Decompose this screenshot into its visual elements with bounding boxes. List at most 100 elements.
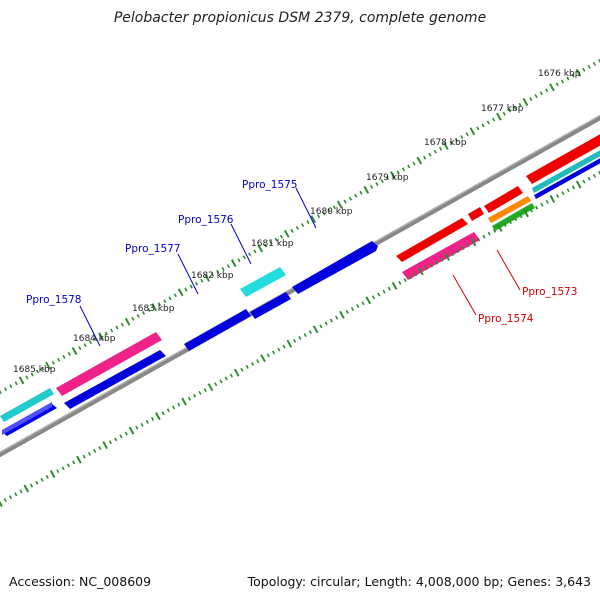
minor-tick — [25, 375, 29, 380]
minor-tick — [108, 440, 113, 445]
minor-tick — [438, 146, 443, 151]
gene-feature[interactable] — [534, 156, 600, 199]
tick-track-inner — [0, 170, 600, 507]
major-tick — [522, 98, 529, 106]
leader-line — [230, 223, 252, 265]
minor-tick — [375, 182, 379, 186]
leader-line — [295, 187, 317, 229]
gene-feature[interactable] — [488, 196, 531, 223]
minor-tick — [120, 322, 124, 327]
gene-feature[interactable] — [402, 232, 480, 280]
minor-tick — [460, 135, 464, 140]
gene-feature[interactable] — [64, 350, 166, 409]
gene-feature[interactable] — [468, 207, 484, 221]
minor-tick — [66, 463, 70, 468]
minor-tick — [229, 373, 234, 378]
minor-tick — [303, 333, 307, 337]
gene-feature[interactable] — [2, 404, 57, 436]
minor-tick — [350, 307, 355, 311]
gene-feature[interactable] — [2, 402, 52, 435]
minor-tick — [62, 354, 66, 359]
minor-tick — [356, 304, 360, 309]
minor-tick — [322, 211, 326, 216]
gene-feature[interactable] — [532, 148, 600, 193]
minor-tick — [377, 292, 381, 297]
minor-tick — [203, 388, 207, 392]
gene-label-ppro-1576[interactable]: Ppro_1576 — [178, 214, 234, 226]
gene-feature[interactable] — [292, 241, 378, 294]
minor-tick — [263, 243, 268, 248]
scale-label: 1680 kbp — [310, 207, 353, 217]
minor-tick — [253, 249, 257, 254]
minor-tick — [566, 76, 570, 81]
gene-label-ppro-1577[interactable]: Ppro_1577 — [125, 243, 180, 255]
minor-tick — [492, 117, 496, 122]
minor-tick — [403, 278, 407, 283]
major-tick — [312, 325, 319, 334]
minor-tick — [184, 287, 188, 292]
major-tick — [283, 229, 290, 238]
minor-tick — [250, 362, 255, 366]
minor-tick — [72, 460, 76, 465]
minor-tick — [539, 91, 543, 96]
major-tick — [416, 156, 423, 165]
minor-tick — [487, 231, 491, 236]
major-tick — [49, 470, 56, 478]
minor-tick — [308, 330, 312, 335]
minor-tick — [433, 149, 437, 154]
minor-tick — [414, 272, 418, 277]
minor-tick — [587, 64, 591, 69]
minor-tick — [78, 346, 82, 351]
leader-line — [452, 274, 477, 316]
minor-tick — [454, 138, 459, 142]
minor-tick — [193, 393, 197, 398]
minor-tick — [136, 313, 140, 318]
minor-tick — [345, 309, 349, 314]
minor-tick — [198, 390, 202, 395]
minor-tick — [329, 318, 334, 323]
minor-tick — [518, 102, 522, 107]
minor-tick — [226, 264, 230, 269]
minor-tick — [502, 111, 506, 116]
major-tick — [469, 127, 476, 136]
minor-tick — [513, 217, 518, 222]
minor-tick — [147, 308, 151, 312]
major-tick — [310, 215, 317, 224]
minor-tick — [545, 199, 549, 204]
minor-tick — [269, 240, 273, 245]
gene-feature[interactable] — [250, 292, 291, 319]
major-tick — [497, 223, 503, 232]
minor-tick — [476, 126, 480, 131]
minor-tick — [481, 123, 485, 128]
major-tick — [260, 354, 266, 363]
gene-label-ppro-1574[interactable]: Ppro_1574 — [478, 313, 534, 325]
gene-label-ppro-1573[interactable]: Ppro_1573 — [522, 286, 577, 298]
minor-tick — [503, 223, 507, 227]
minor-tick — [316, 214, 321, 219]
minor-tick — [98, 446, 102, 450]
gene-feature[interactable] — [56, 332, 162, 396]
minor-tick — [396, 170, 400, 175]
gene-feature[interactable] — [0, 388, 54, 422]
minor-tick — [571, 185, 576, 190]
major-tick — [177, 288, 184, 297]
gene-feature[interactable] — [184, 309, 251, 351]
minor-tick — [14, 381, 18, 386]
minor-tick — [110, 328, 114, 333]
major-tick — [470, 238, 477, 247]
gene-feature[interactable] — [484, 186, 523, 213]
minor-tick — [141, 311, 146, 315]
minor-tick — [566, 188, 570, 193]
gene-feature[interactable] — [526, 132, 600, 184]
gene-label-ppro-1575[interactable]: Ppro_1575 — [242, 179, 297, 191]
gene-feature[interactable] — [396, 218, 468, 262]
major-tick — [233, 368, 240, 377]
minor-tick — [61, 466, 65, 471]
gene-feature[interactable] — [240, 267, 286, 297]
minor-tick — [140, 422, 144, 427]
minor-tick — [359, 190, 363, 195]
minor-tick — [429, 263, 433, 268]
minor-tick — [242, 255, 246, 260]
gene-label-ppro-1578[interactable]: Ppro_1578 — [26, 294, 81, 306]
